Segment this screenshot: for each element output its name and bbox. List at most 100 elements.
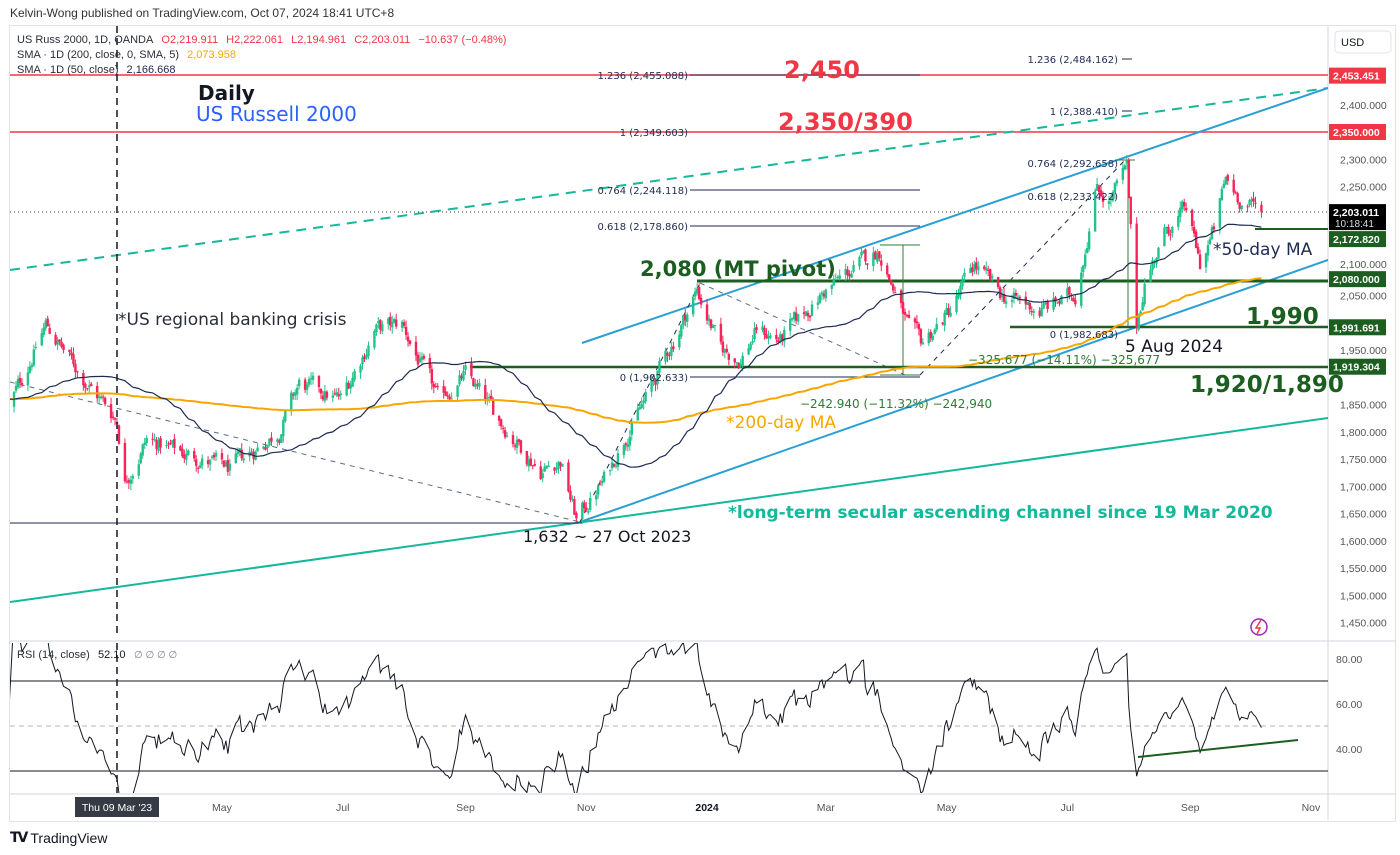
candle — [636, 403, 639, 421]
candle-body — [60, 341, 63, 347]
candle-body — [406, 336, 410, 342]
candle-body — [137, 464, 140, 476]
candle-body — [1058, 300, 1061, 304]
candle — [155, 437, 158, 456]
candle — [185, 448, 188, 466]
ma50-label: *50-day MA — [1213, 240, 1313, 260]
legend-sma200-row[interactable]: SMA · 1D (200, close, 0, SMA, 5) 2,073.9… — [17, 48, 511, 63]
candle-body — [30, 365, 34, 368]
time-axis[interactable]: Thu 09 Mar '23 May Jul Sep Nov 2024 Mar May Jul S… — [75, 797, 1321, 817]
candle — [470, 357, 473, 379]
candle — [238, 448, 241, 457]
candle-body — [668, 355, 671, 357]
candle-body — [34, 346, 38, 348]
channel-lower-line[interactable] — [579, 259, 1328, 523]
candle — [497, 415, 501, 426]
candle-body — [705, 304, 709, 321]
candle — [242, 452, 245, 464]
candle — [159, 436, 162, 454]
candle-body — [693, 291, 697, 297]
candle-body — [806, 312, 810, 317]
candle — [474, 378, 477, 390]
alert-icon[interactable] — [1250, 618, 1268, 636]
candle-body — [389, 316, 392, 326]
candle-body — [1181, 201, 1184, 210]
projection-dashed-line[interactable] — [699, 282, 906, 376]
currency-button[interactable]: USD — [1334, 30, 1392, 54]
candle — [432, 381, 435, 394]
candle-body — [804, 311, 808, 317]
candle-body — [573, 499, 576, 515]
candle-body — [404, 326, 408, 335]
candle-body — [1010, 300, 1014, 302]
secular-channel-line[interactable] — [10, 417, 1328, 603]
legend-symbol-row[interactable]: US Russ 2000, 1D, OANDA O2,219.911 H2,22… — [17, 33, 511, 48]
candle — [58, 339, 61, 346]
candle — [808, 315, 812, 322]
candle-body — [852, 264, 855, 272]
candle-body — [1220, 188, 1224, 201]
candle — [614, 463, 618, 469]
candle-body — [183, 454, 186, 459]
candle-body — [862, 250, 865, 254]
sma50-value: 2,166.668 — [126, 64, 176, 76]
candle — [658, 357, 661, 377]
ma200-label: *200-day MA — [726, 413, 836, 433]
candle-body — [983, 266, 986, 270]
candle-body — [185, 453, 188, 460]
rsi-trendline[interactable] — [1137, 739, 1299, 758]
candle — [945, 303, 948, 316]
candle — [1056, 301, 1059, 305]
candle — [1060, 295, 1063, 305]
candle-body — [1101, 195, 1105, 202]
channel-upper-line[interactable] — [581, 87, 1328, 344]
price-badge-label: 2,080.000 — [1333, 274, 1380, 286]
candle — [1238, 202, 1241, 213]
candle — [1177, 209, 1180, 231]
rsi-line[interactable] — [8, 614, 1262, 809]
price-range-measure[interactable] — [1118, 159, 1135, 327]
candle — [1204, 252, 1208, 274]
candle — [208, 459, 212, 471]
candle — [850, 270, 853, 278]
candle — [1254, 196, 1257, 209]
candle-body — [351, 377, 354, 387]
tradingview-logo[interactable]: TV TradingView — [10, 830, 107, 846]
legend-sma50-row[interactable]: SMA · 1D (50, close) 2,166.668 — [17, 63, 511, 78]
candle-body — [777, 340, 780, 342]
candle — [111, 411, 115, 421]
candle-body — [1121, 167, 1125, 180]
candle — [34, 341, 38, 350]
candle — [901, 300, 905, 315]
candle — [236, 447, 239, 458]
candle — [804, 310, 808, 317]
candle-body — [763, 327, 766, 335]
candle-body — [1032, 311, 1035, 313]
channel-dashed-upper[interactable] — [10, 87, 1328, 271]
candle — [402, 319, 406, 329]
candle — [838, 269, 841, 281]
candle — [1032, 308, 1035, 319]
rsi-axis[interactable]: 80.00 60.00 40.00 — [1336, 654, 1362, 756]
price-tick-label: 1,850.000 — [1340, 400, 1387, 412]
candle — [794, 306, 798, 325]
candle-body — [375, 324, 378, 333]
candle — [1157, 247, 1160, 259]
sma200-line[interactable] — [8, 277, 1262, 424]
candle-body — [84, 383, 87, 388]
candle — [678, 330, 681, 351]
downtrend-dashed-line[interactable] — [10, 381, 581, 523]
candle-body — [434, 386, 437, 388]
candle-body — [125, 481, 129, 483]
sma50-line[interactable] — [8, 223, 1262, 468]
price-tick-label: 1,600.000 — [1340, 536, 1387, 548]
price-axis[interactable]: 2,400.000 2,300.000 2,250.000 2,100.000 2,05… — [1329, 67, 1387, 630]
candle — [893, 286, 897, 294]
price-range-measure[interactable] — [880, 244, 920, 376]
candle-body — [1252, 198, 1255, 202]
candle — [195, 455, 198, 472]
candle-body — [919, 329, 923, 344]
candle — [456, 384, 459, 401]
candle — [222, 460, 226, 468]
